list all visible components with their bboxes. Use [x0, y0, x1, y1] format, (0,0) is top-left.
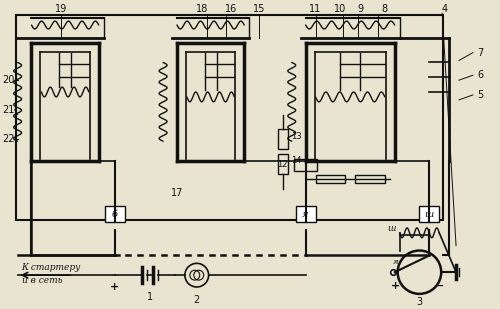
Text: 2: 2 [194, 295, 200, 305]
Text: 12: 12 [278, 160, 288, 169]
Text: 10: 10 [334, 4, 346, 14]
Bar [316, 175, 345, 183]
Bar [278, 129, 288, 149]
Text: 8: 8 [382, 4, 388, 14]
Text: 15: 15 [253, 4, 266, 14]
Bar [420, 206, 439, 222]
Text: б: б [112, 210, 117, 218]
Text: +: + [391, 281, 400, 291]
Bar [296, 206, 316, 222]
Text: 5: 5 [478, 90, 484, 100]
Text: 22: 22 [2, 134, 15, 144]
Bar [294, 159, 318, 171]
Text: 6: 6 [478, 70, 484, 80]
Text: 14: 14 [291, 156, 302, 165]
Text: 16: 16 [226, 4, 237, 14]
Text: К стартеру: К стартеру [22, 263, 81, 272]
Text: я: я [393, 258, 398, 266]
Text: 1: 1 [147, 292, 154, 302]
Text: 13: 13 [291, 132, 302, 141]
Text: 9: 9 [357, 4, 363, 14]
Text: 4: 4 [441, 4, 447, 14]
Bar [104, 206, 124, 222]
Text: −: − [434, 281, 444, 291]
Bar [278, 154, 288, 174]
Bar [355, 175, 385, 183]
Text: ш: ш [388, 224, 396, 233]
Text: я: я [302, 210, 309, 218]
Text: 21: 21 [2, 105, 15, 115]
Text: 19: 19 [55, 4, 68, 14]
Text: 18: 18 [196, 4, 208, 14]
Text: ш: ш [424, 210, 434, 218]
Bar [16, 15, 443, 220]
Text: и в сеть: и в сеть [22, 276, 62, 285]
Text: 7: 7 [478, 48, 484, 57]
Text: 20: 20 [2, 75, 15, 85]
Text: 3: 3 [416, 297, 422, 307]
Text: 11: 11 [310, 4, 322, 14]
Text: 17: 17 [171, 188, 183, 198]
Text: +: + [110, 282, 119, 292]
